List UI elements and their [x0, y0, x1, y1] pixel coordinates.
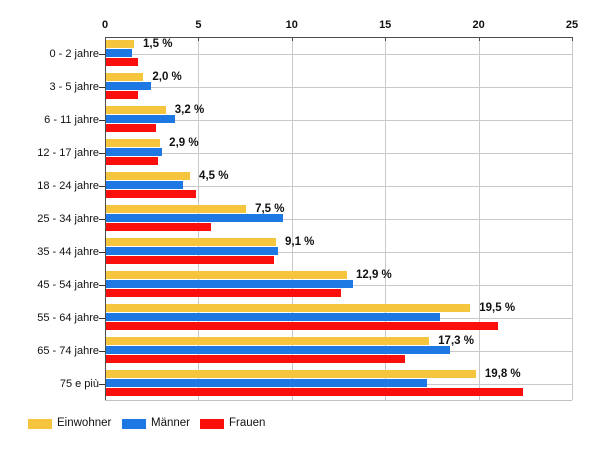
bar-frauen	[106, 124, 157, 132]
x-axis-tick	[198, 37, 200, 41]
bar-frauen	[106, 322, 499, 330]
x-axis-tick-label: 0	[101, 19, 109, 31]
bar-einwohner	[106, 304, 471, 312]
bar-männer	[106, 148, 163, 156]
x-axis-tick	[572, 37, 573, 41]
bar-value-label: 3,2 %	[174, 104, 205, 116]
bar-einwohner	[106, 205, 247, 213]
bar-männer	[106, 49, 133, 57]
category-gridline	[105, 86, 572, 88]
bar-value-label: 2,0 %	[152, 71, 182, 83]
bar-männer	[106, 115, 176, 123]
bar-frauen	[106, 355, 405, 363]
x-axis-tick-label: 10	[285, 19, 298, 31]
legend-label: Frauen	[229, 417, 266, 429]
bar-einwohner	[106, 172, 191, 180]
category-tick	[99, 317, 105, 319]
x-axis-line	[105, 37, 572, 38]
bar-einwohner	[106, 271, 347, 279]
category-gridline	[105, 251, 572, 253]
bar-einwohner	[106, 73, 144, 81]
x-axis-tick	[291, 37, 293, 41]
category-tick	[99, 185, 105, 187]
category-tick	[99, 53, 105, 55]
bar-einwohner	[106, 337, 430, 345]
bar-männer	[106, 280, 353, 288]
category-tick	[99, 350, 105, 352]
bar-männer	[106, 82, 151, 90]
x-gridline	[572, 37, 573, 400]
x-axis-tick-label: 5	[195, 19, 202, 31]
x-axis-tick-label: 20	[472, 19, 485, 31]
bar-value-label: 17,3 %	[438, 335, 474, 347]
bar-frauen	[106, 256, 275, 264]
category-gridline	[105, 152, 572, 154]
x-axis-tick-label: 15	[379, 19, 392, 31]
category-label: 35 - 44 jahre	[37, 245, 99, 258]
x-axis-tick	[478, 37, 480, 41]
bar-männer	[106, 346, 450, 354]
category-label: 25 - 34 jahre	[37, 212, 99, 225]
bar-frauen	[106, 157, 159, 165]
bar-männer	[106, 214, 284, 222]
category-label: 0 - 2 jahre	[49, 47, 99, 60]
category-label: 6 - 11 jahre	[44, 113, 99, 126]
category-label: 12 - 17 jahre	[37, 146, 99, 159]
x-gridline	[478, 37, 480, 400]
legend-swatch-männer	[122, 419, 146, 429]
bar-männer	[106, 181, 183, 189]
category-tick	[99, 383, 105, 385]
category-tick	[99, 251, 105, 253]
category-gridline	[105, 185, 572, 187]
x-gridline	[385, 37, 387, 400]
category-tick	[99, 86, 105, 88]
category-label: 3 - 5 jahre	[49, 80, 99, 93]
bar-männer	[106, 313, 441, 321]
bar-einwohner	[106, 40, 135, 48]
legend-swatch-frauen	[200, 419, 224, 429]
bar-value-label: 19,8 %	[484, 368, 521, 380]
bar-männer	[106, 247, 278, 255]
plot-bottom-border	[105, 400, 572, 401]
category-tick	[99, 284, 105, 286]
category-label: 65 - 74 jahre	[37, 344, 99, 357]
bar-einwohner	[106, 139, 161, 147]
category-label: 55 - 64 jahre	[37, 311, 99, 324]
bar-value-label: 4,5 %	[199, 170, 229, 182]
bar-männer	[106, 379, 428, 387]
bar-frauen	[106, 58, 138, 66]
bar-value-label: 9,1 %	[284, 236, 315, 248]
legend-label: Einwohner	[57, 417, 112, 429]
category-tick	[99, 218, 105, 220]
legend-label: Männer	[151, 417, 190, 429]
legend-swatch-einwohner	[28, 419, 52, 429]
category-tick	[99, 119, 105, 121]
bar-frauen	[106, 223, 211, 231]
bar-value-label: 19,5 %	[479, 302, 516, 314]
bar-value-label: 2,9 %	[169, 137, 199, 149]
bar-einwohner	[106, 370, 476, 378]
bar-einwohner	[106, 238, 276, 246]
x-gridline	[291, 37, 293, 400]
category-gridline	[105, 218, 572, 220]
category-label: 75 e più	[59, 377, 99, 390]
bar-value-label: 1,5 %	[143, 38, 173, 50]
bar-frauen	[106, 388, 523, 396]
category-tick	[99, 152, 105, 154]
bar-value-label: 7,5 %	[255, 203, 285, 215]
bar-frauen	[106, 91, 138, 99]
category-gridline	[105, 119, 572, 121]
bar-value-label: 12,9 %	[355, 269, 392, 281]
bar-einwohner	[106, 106, 166, 114]
category-label: 45 - 54 jahre	[37, 278, 99, 291]
x-axis-tick-label: 25	[565, 19, 579, 31]
category-gridline	[105, 53, 572, 55]
bar-frauen	[106, 190, 196, 198]
category-label: 18 - 24 jahre	[37, 179, 99, 192]
x-axis-tick	[385, 37, 387, 41]
y-axis-line	[105, 37, 106, 400]
bar-frauen	[106, 289, 342, 297]
